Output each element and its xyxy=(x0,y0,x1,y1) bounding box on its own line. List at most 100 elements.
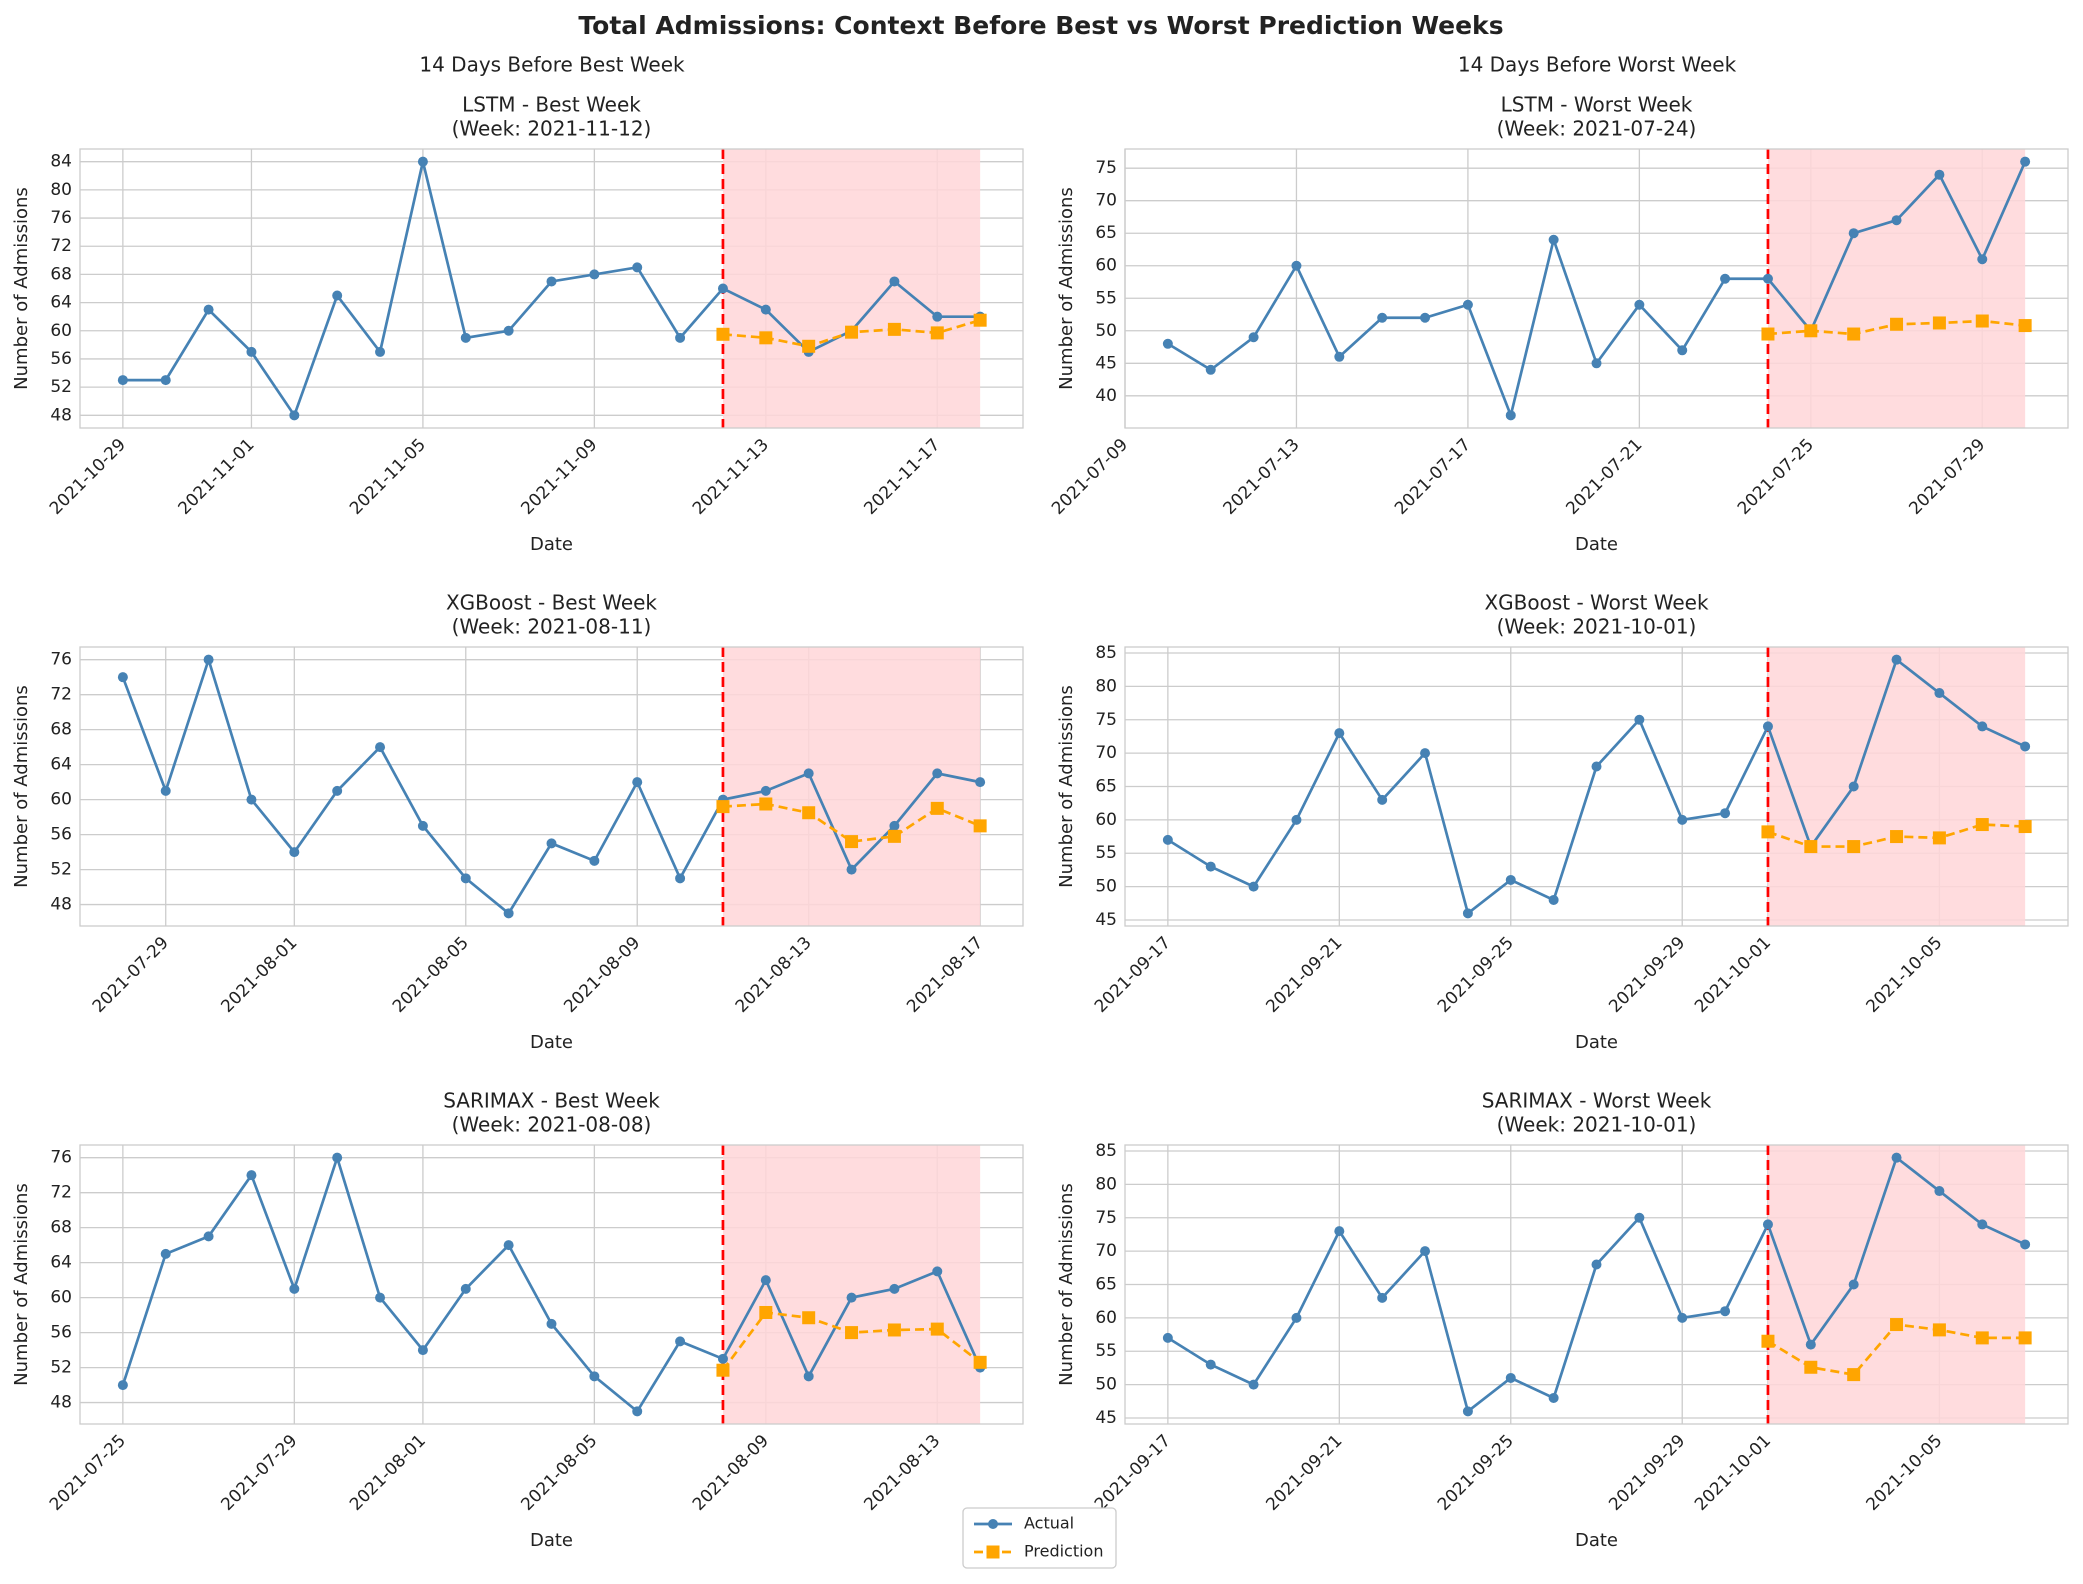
data-marker xyxy=(889,820,900,831)
data-marker xyxy=(973,313,987,327)
figure-title: Total Admissions: Context Before Best vs… xyxy=(578,11,1503,40)
data-marker xyxy=(460,873,471,884)
y-tick-label: 70 xyxy=(1095,191,1117,211)
data-marker xyxy=(1762,721,1773,732)
data-marker xyxy=(1548,234,1559,245)
data-marker xyxy=(1804,840,1818,854)
data-marker xyxy=(117,1380,128,1391)
data-marker xyxy=(846,864,857,875)
y-tick-label: 84 xyxy=(50,152,72,172)
y-tick-label: 56 xyxy=(50,349,72,369)
data-marker xyxy=(1505,410,1516,421)
y-axis-label: Number of Admissions xyxy=(11,187,32,390)
data-marker xyxy=(1932,1323,1946,1337)
data-marker xyxy=(717,1353,728,1364)
data-marker xyxy=(932,311,943,322)
data-marker xyxy=(332,1152,343,1163)
data-marker xyxy=(845,325,859,339)
subplot-title: LSTM - Worst Week xyxy=(1501,93,1693,117)
data-marker xyxy=(887,829,901,843)
data-marker xyxy=(1291,1312,1302,1323)
data-marker xyxy=(1205,364,1216,375)
y-tick-label: 52 xyxy=(50,860,72,880)
data-marker xyxy=(246,1170,257,1181)
x-axis-label: Date xyxy=(1575,534,1618,555)
data-marker xyxy=(973,1355,987,1369)
subplot-title: XGBoost - Best Week xyxy=(446,591,657,615)
data-marker xyxy=(417,156,428,167)
data-marker xyxy=(1847,327,1861,341)
subplot-subtitle: (Week: 2021-10-01) xyxy=(1497,1113,1697,1137)
data-marker xyxy=(932,1266,943,1277)
data-marker xyxy=(887,322,901,336)
y-tick-label: 70 xyxy=(1095,743,1117,763)
data-marker xyxy=(1848,228,1859,239)
data-marker xyxy=(117,672,128,683)
data-marker xyxy=(1890,317,1904,331)
y-axis-label: Number of Admissions xyxy=(11,685,32,888)
data-marker xyxy=(1634,299,1645,310)
subplot-title: LSTM - Best Week xyxy=(462,93,641,117)
y-tick-label: 72 xyxy=(50,685,72,705)
data-marker xyxy=(1977,721,1988,732)
x-axis-label: Date xyxy=(1575,1530,1618,1551)
data-marker xyxy=(1505,1372,1516,1383)
y-tick-label: 52 xyxy=(50,1358,72,1378)
column-title: 14 Days Before Best Week xyxy=(419,53,685,77)
data-marker xyxy=(1462,299,1473,310)
data-marker xyxy=(203,304,214,315)
data-marker xyxy=(1377,794,1388,805)
subplot-subtitle: (Week: 2021-08-11) xyxy=(452,615,652,639)
data-marker xyxy=(589,269,600,280)
y-tick-label: 75 xyxy=(1095,1208,1117,1228)
data-marker xyxy=(1634,1212,1645,1223)
y-tick-label: 40 xyxy=(1095,386,1117,406)
forecast-window xyxy=(722,149,981,428)
data-marker xyxy=(1848,1279,1859,1290)
data-marker xyxy=(546,838,557,849)
data-marker xyxy=(503,1240,514,1251)
forecast-window xyxy=(1767,647,2026,926)
data-marker xyxy=(975,777,986,788)
data-marker xyxy=(802,806,816,820)
y-tick-label: 60 xyxy=(1095,810,1117,830)
data-marker xyxy=(289,847,300,858)
y-tick-label: 60 xyxy=(50,1288,72,1308)
data-marker xyxy=(1890,1318,1904,1332)
data-marker xyxy=(417,1345,428,1356)
data-marker xyxy=(1804,1360,1818,1374)
data-marker xyxy=(1334,351,1345,362)
data-marker xyxy=(375,1292,386,1303)
data-marker xyxy=(930,801,944,815)
data-marker xyxy=(717,283,728,294)
data-marker xyxy=(1248,332,1259,343)
data-marker xyxy=(2018,820,2032,834)
y-tick-label: 75 xyxy=(1095,158,1117,178)
data-marker xyxy=(930,326,944,340)
y-tick-label: 48 xyxy=(50,1393,72,1413)
y-tick-label: 56 xyxy=(50,1323,72,1343)
data-marker xyxy=(1762,1219,1773,1230)
data-marker xyxy=(503,325,514,336)
data-marker xyxy=(889,276,900,287)
data-marker xyxy=(503,908,514,919)
data-marker xyxy=(1891,1152,1902,1163)
data-marker xyxy=(160,375,171,386)
data-marker xyxy=(1420,312,1431,323)
data-marker xyxy=(932,768,943,779)
data-marker xyxy=(1248,1379,1259,1390)
data-marker xyxy=(375,346,386,357)
data-marker xyxy=(2018,1331,2032,1345)
subplot-title: SARIMAX - Worst Week xyxy=(1482,1089,1712,1113)
data-marker xyxy=(632,262,643,273)
data-marker xyxy=(1847,1368,1861,1382)
y-tick-label: 80 xyxy=(1095,676,1117,696)
data-marker xyxy=(246,346,257,357)
data-marker xyxy=(1162,1332,1173,1343)
data-marker xyxy=(1977,1219,1988,1230)
data-marker xyxy=(1934,1186,1945,1197)
data-marker xyxy=(1162,834,1173,845)
y-tick-label: 76 xyxy=(50,208,72,228)
data-marker xyxy=(632,777,643,788)
